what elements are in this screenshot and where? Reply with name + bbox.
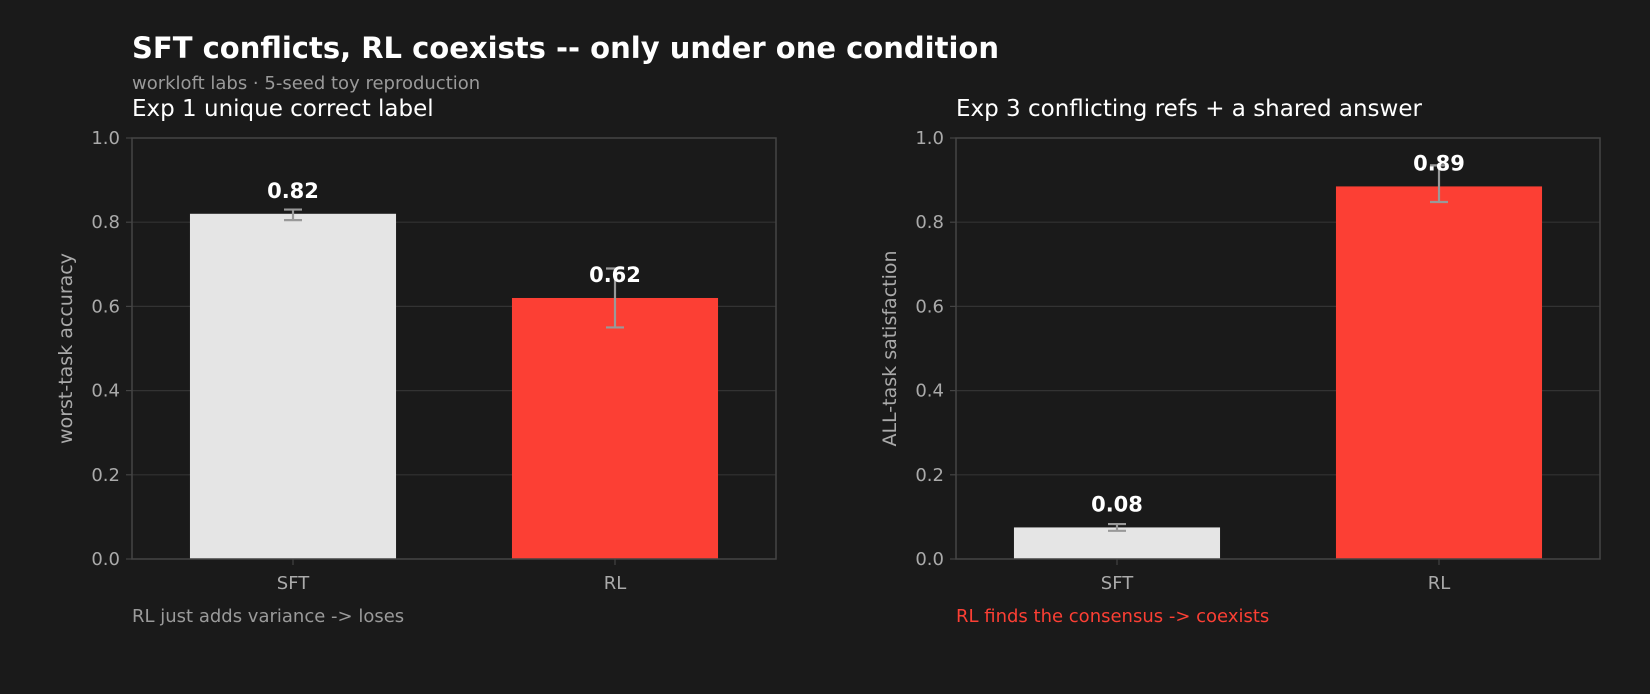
- panel-note: RL finds the consensus -> coexists: [956, 606, 1269, 627]
- value-label: 0.62: [589, 263, 641, 287]
- y-axis-label: ALL-task satisfaction: [879, 250, 901, 446]
- y-tick-label: 0.2: [91, 465, 120, 486]
- x-tick-label: RL: [1428, 573, 1451, 594]
- y-tick-label: 0.6: [91, 296, 120, 317]
- axes-frame: [131, 137, 777, 560]
- x-tick-label: SFT: [1101, 573, 1134, 594]
- y-tick-label: 0.4: [91, 381, 120, 402]
- x-tick-label: SFT: [277, 573, 310, 594]
- y-tick-label: 0.2: [915, 465, 944, 486]
- panel-exp1: Exp 1 unique correct label 0.0 0.2 0.4 0.6 0.…: [55, 96, 777, 627]
- value-label: 0.08: [1091, 492, 1143, 516]
- y-tick-label: 0.0: [915, 549, 944, 570]
- y-tick-label: 0.0: [91, 549, 120, 570]
- panel-title: Exp 3 conflicting refs + a shared answer: [956, 96, 1422, 122]
- value-label: 0.89: [1413, 151, 1465, 175]
- bar-rl: [511, 297, 719, 559]
- bar-rl: [1335, 186, 1543, 560]
- y-tick-label: 0.8: [91, 212, 120, 233]
- y-tick-label: 0.8: [915, 212, 944, 233]
- panel-title: Exp 1 unique correct label: [132, 96, 434, 122]
- axes-frame: [955, 137, 1601, 560]
- panel-note: RL just adds variance -> loses: [132, 606, 404, 627]
- y-axis-label: worst-task accuracy: [55, 253, 77, 444]
- figure-subtitle: workloft labs · 5-seed toy reproduction: [132, 73, 480, 94]
- panel-exp3: Exp 3 conflicting refs + a shared answer…: [879, 96, 1601, 627]
- x-tick-label: RL: [604, 573, 627, 594]
- y-tick-label: 0.4: [915, 381, 944, 402]
- value-label: 0.82: [267, 179, 319, 203]
- y-tick-label: 1.0: [91, 128, 120, 149]
- y-tick-label: 1.0: [915, 128, 944, 149]
- bar-sft: [189, 213, 397, 559]
- bar-sft: [1013, 527, 1221, 559]
- figure-title: SFT conflicts, RL coexists -- only under…: [132, 31, 999, 65]
- y-tick-label: 0.6: [915, 296, 944, 317]
